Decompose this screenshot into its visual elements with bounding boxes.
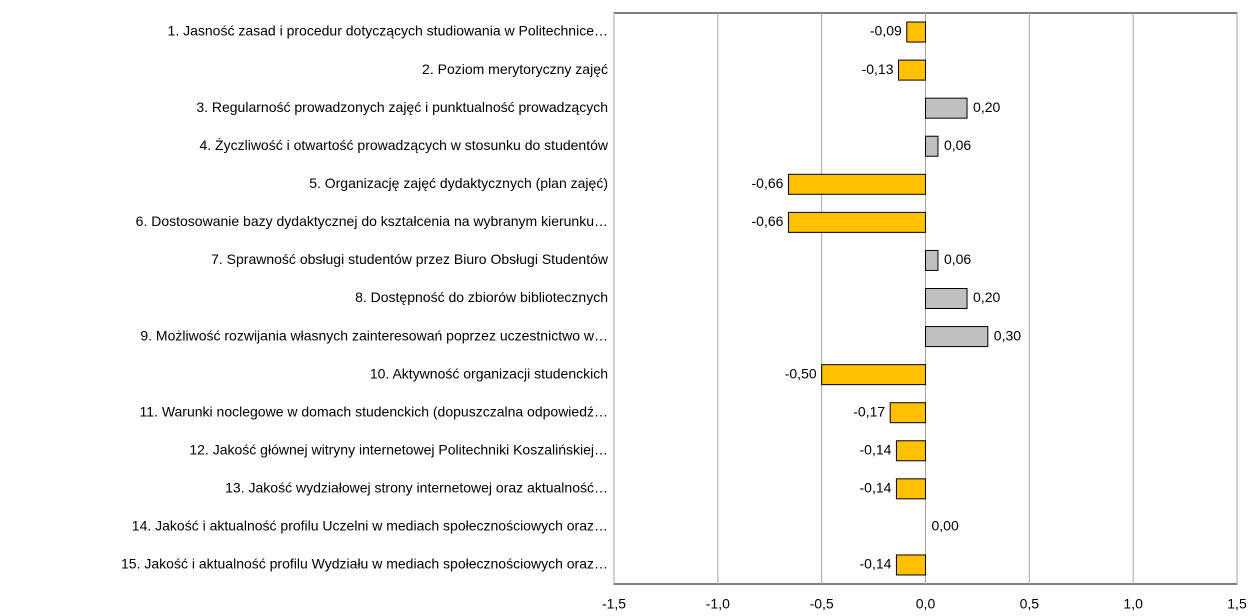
category-label: 12. Jakość głównej witryny internetowej … — [189, 441, 608, 457]
bar — [925, 249, 939, 271]
bar — [787, 211, 926, 233]
category-label: 8. Dostępność do zbiorów bibliotecznych — [355, 289, 608, 305]
category-label: 4. Życzliwość i otwartość prowadzących w… — [199, 136, 608, 153]
x-tick-label: 1,5 — [1227, 596, 1247, 612]
value-label: -0,17 — [853, 403, 885, 419]
bar — [895, 478, 927, 500]
value-label: 0,20 — [973, 289, 1000, 305]
category-label: 1. Jasność zasad i procedur dotyczących … — [168, 23, 608, 39]
value-label: 0,06 — [944, 137, 971, 153]
bar — [821, 364, 927, 386]
category-label: 6. Dostosowanie bazy dydaktycznej do ksz… — [136, 213, 608, 229]
value-label: -0,09 — [870, 23, 902, 39]
category-label: 7. Sprawność obsługi studentów przez Biu… — [211, 251, 609, 267]
bar — [895, 554, 927, 576]
value-label: 0,30 — [994, 327, 1021, 343]
x-tick-label: 1,0 — [1123, 596, 1143, 612]
x-tick-label: 0,0 — [916, 596, 936, 612]
bar — [925, 326, 989, 348]
category-label: 10. Aktywność organizacji studenckich — [370, 365, 608, 381]
x-tick-label: -1,5 — [602, 596, 626, 612]
bar — [898, 59, 927, 81]
bar — [925, 97, 968, 119]
value-label: -0,13 — [862, 61, 894, 77]
value-label: -0,14 — [860, 556, 892, 572]
value-label: -0,66 — [752, 175, 784, 191]
category-label: 14. Jakość i aktualność profilu Uczelni … — [132, 518, 608, 534]
category-label: 2. Poziom merytoryczny zajęć — [422, 61, 608, 77]
bar — [925, 135, 939, 157]
bar — [889, 402, 926, 424]
value-label: -0,50 — [785, 365, 817, 381]
value-label: 0,20 — [973, 99, 1000, 115]
category-label: 9. Możliwość rozwijania własnych zainter… — [140, 327, 608, 343]
value-label: -0,14 — [860, 480, 892, 496]
x-tick-label: 0,5 — [1020, 596, 1040, 612]
category-label: 15. Jakość i aktualność profilu Wydziału… — [121, 556, 608, 572]
value-label: -0,66 — [752, 213, 784, 229]
x-tick-label: -0,5 — [810, 596, 834, 612]
bar — [925, 288, 968, 309]
x-tick-label: -1,0 — [706, 596, 730, 612]
value-label: 0,06 — [944, 251, 971, 267]
category-label: 11. Warunki noclegowe w domach studencki… — [140, 403, 608, 419]
bar — [787, 173, 926, 195]
bar — [895, 440, 927, 462]
category-label: 13. Jakość wydziałowej strony internetow… — [225, 480, 608, 496]
category-label: 5. Organizację zajęć dydaktycznych (plan… — [309, 175, 608, 191]
bar — [906, 21, 926, 43]
category-label: 3. Regularność prowadzonych zajęć i punk… — [196, 99, 608, 115]
value-label: -0,14 — [860, 441, 892, 457]
value-label: 0,00 — [932, 518, 959, 534]
